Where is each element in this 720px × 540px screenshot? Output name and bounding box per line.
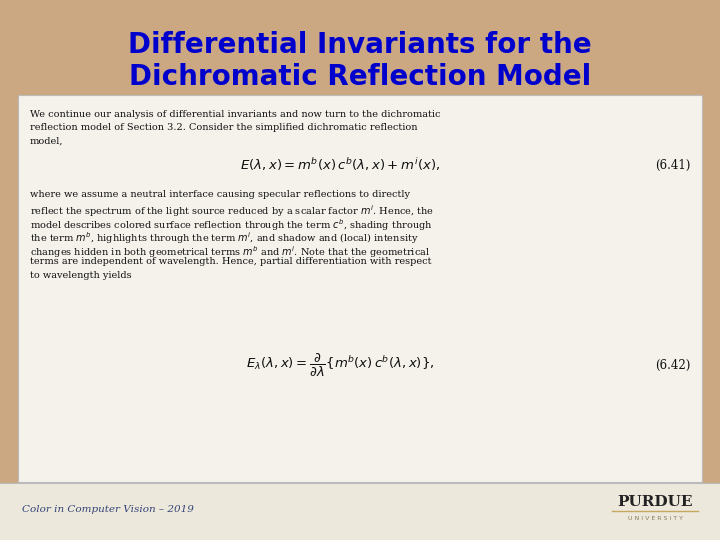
Text: We continue our analysis of differential invariants and now turn to the dichroma: We continue our analysis of differential… bbox=[30, 110, 441, 119]
Text: (6.42): (6.42) bbox=[654, 359, 690, 372]
Text: model,: model, bbox=[30, 137, 63, 146]
Text: Color in Computer Vision – 2019: Color in Computer Vision – 2019 bbox=[22, 505, 194, 515]
Text: terms are independent of wavelength. Hence, partial differentiation with respect: terms are independent of wavelength. Hen… bbox=[30, 258, 431, 267]
Text: where we assume a neutral interface causing specular reflections to directly: where we assume a neutral interface caus… bbox=[30, 190, 410, 199]
FancyBboxPatch shape bbox=[18, 95, 702, 482]
Text: $E_\lambda(\lambda, x) = \dfrac{\partial}{\partial\lambda}\left\{m^b(x)\,c^b(\la: $E_\lambda(\lambda, x) = \dfrac{\partial… bbox=[246, 352, 434, 379]
Text: Dichromatic Reflection Model: Dichromatic Reflection Model bbox=[129, 63, 591, 91]
Text: (6.41): (6.41) bbox=[654, 159, 690, 172]
Text: to wavelength yields: to wavelength yields bbox=[30, 271, 132, 280]
Text: PURDUE: PURDUE bbox=[617, 495, 693, 509]
Text: Differential Invariants for the: Differential Invariants for the bbox=[128, 31, 592, 59]
Text: the term $m^b$, highlights through the term $m^i$, and shadow and (local) intens: the term $m^b$, highlights through the t… bbox=[30, 231, 418, 246]
Text: U N I V E R S I T Y: U N I V E R S I T Y bbox=[628, 516, 683, 521]
Text: $E(\lambda, x) = m^b(x)\,c^b(\lambda, x) + m^i(x),$: $E(\lambda, x) = m^b(x)\,c^b(\lambda, x)… bbox=[240, 157, 440, 173]
Text: model describes colored surface reflection through the term $c^b$, shading throu: model describes colored surface reflecti… bbox=[30, 217, 433, 233]
Text: reflect the spectrum of the light source reduced by a scalar factor $m^i$. Hence: reflect the spectrum of the light source… bbox=[30, 204, 434, 219]
Text: reflection model of Section 3.2. Consider the simplified dichromatic reflection: reflection model of Section 3.2. Conside… bbox=[30, 124, 418, 132]
Bar bbox=[0, 483, 720, 540]
Text: changes hidden in both geometrical terms $m^b$ and $m^i$. Note that the geometri: changes hidden in both geometrical terms… bbox=[30, 244, 430, 260]
